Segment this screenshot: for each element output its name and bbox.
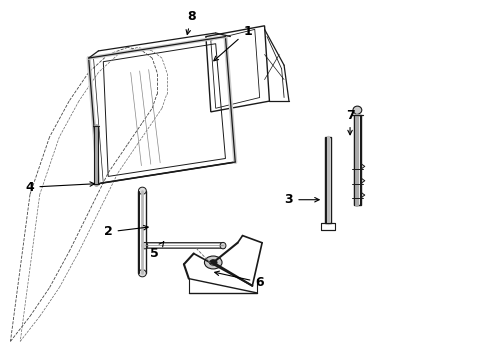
Text: 8: 8 <box>186 10 196 35</box>
Text: 6: 6 <box>215 271 264 289</box>
Ellipse shape <box>220 242 226 249</box>
Text: 5: 5 <box>150 242 164 260</box>
Text: 2: 2 <box>104 225 148 238</box>
Ellipse shape <box>139 270 147 277</box>
Ellipse shape <box>139 187 147 194</box>
Circle shape <box>209 260 217 265</box>
Text: 3: 3 <box>285 193 319 206</box>
Text: 4: 4 <box>25 181 95 194</box>
Circle shape <box>204 256 222 269</box>
Text: 7: 7 <box>345 109 354 135</box>
Ellipse shape <box>142 242 148 249</box>
Text: 1: 1 <box>214 25 252 61</box>
Ellipse shape <box>353 106 362 114</box>
